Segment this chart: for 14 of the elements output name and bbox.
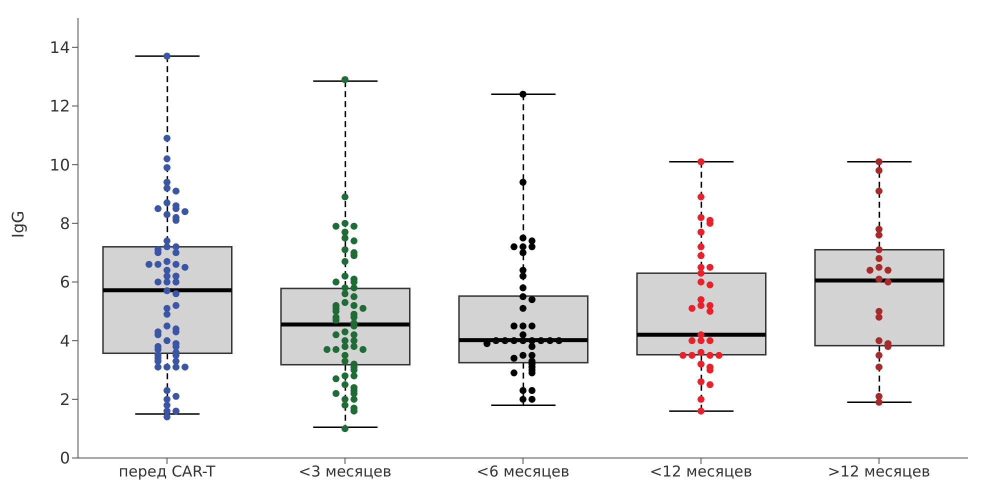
x-tick-label: перед CAR-T xyxy=(118,462,216,481)
x-tick-label: <6 месяцев xyxy=(476,462,570,481)
y-tick-label: 0 xyxy=(60,448,70,468)
y-tick-label: 14 xyxy=(50,38,70,58)
y-axis-title: IgG xyxy=(8,210,28,238)
y-tick-label: 4 xyxy=(60,331,70,350)
y-tick-label: 6 xyxy=(60,272,70,292)
x-tick-label: >12 месяцев xyxy=(828,462,930,481)
y-tick-label: 2 xyxy=(60,390,70,410)
y-tick-label: 10 xyxy=(50,155,70,174)
y-tick-label: 12 xyxy=(50,96,70,116)
x-tick-label: <12 месяцев xyxy=(650,462,752,481)
y-tick-label: 8 xyxy=(60,214,70,234)
x-tick-label: <3 месяцев xyxy=(298,462,392,481)
